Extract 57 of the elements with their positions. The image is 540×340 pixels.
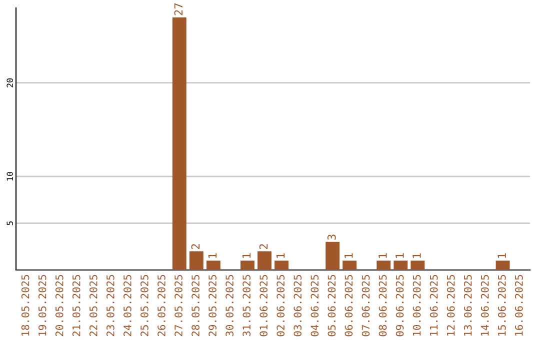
x-tick-label: 01.06.2025 xyxy=(260,275,268,336)
bar xyxy=(496,260,510,270)
x-tick-label: 26.05.2025 xyxy=(158,275,166,336)
x-tick-label: 02.06.2025 xyxy=(276,275,285,336)
x-tick-label: 14.06.2025 xyxy=(480,275,489,336)
x-tick-label: 12.06.2025 xyxy=(446,275,455,336)
y-tick-label: 10 xyxy=(6,172,13,180)
data-label: 2 xyxy=(191,244,200,250)
x-tick-label: 16.06.2025 xyxy=(514,275,523,336)
x-tick-label: 21.05.2025 xyxy=(72,275,80,336)
bar xyxy=(326,242,340,270)
data-label: 1 xyxy=(208,253,217,258)
bar xyxy=(274,260,288,270)
x-tick-label: 31.05.2025 xyxy=(242,275,251,336)
x-tick-label: 03.06.2025 xyxy=(294,275,302,336)
x-tick-label: 30.05.2025 xyxy=(226,275,234,336)
x-tick-label: 18.05.2025 xyxy=(21,275,30,336)
x-tick-label: 13.06.2025 xyxy=(464,275,472,336)
data-label: 1 xyxy=(378,253,387,258)
x-tick-label: 28.05.2025 xyxy=(192,275,200,336)
data-label: 1 xyxy=(344,253,353,258)
bar xyxy=(376,260,391,270)
x-tick-label: 24.05.2025 xyxy=(124,275,132,336)
bar xyxy=(240,260,254,270)
x-tick-label: 25.05.2025 xyxy=(140,275,148,336)
x-tick-label: 05.06.2025 xyxy=(328,275,336,336)
bar xyxy=(189,251,204,270)
data-label: 1 xyxy=(498,253,506,258)
x-tick-label: 04.06.2025 xyxy=(310,275,319,336)
bar xyxy=(172,17,186,270)
y-tick-label: 5 xyxy=(6,221,13,226)
bar xyxy=(394,260,408,270)
data-label: 27 xyxy=(174,3,182,16)
x-tick-label: 19.05.2025 xyxy=(38,275,46,336)
data-label: 1 xyxy=(412,253,421,258)
data-label: 1 xyxy=(396,253,404,258)
x-tick-label: 07.06.2025 xyxy=(362,275,370,336)
x-tick-label: 22.05.2025 xyxy=(89,275,98,336)
data-label: 3 xyxy=(327,234,336,240)
bar xyxy=(206,260,220,270)
x-tick-label: 08.06.2025 xyxy=(378,275,387,336)
bar xyxy=(258,251,272,270)
data-label: 1 xyxy=(276,253,285,258)
x-tick-label: 23.05.2025 xyxy=(106,275,114,336)
x-tick-label: 06.06.2025 xyxy=(344,275,353,336)
x-tick-label: 09.06.2025 xyxy=(396,275,404,336)
x-tick-label: 11.06.2025 xyxy=(430,275,438,336)
x-tick-label: 27.05.2025 xyxy=(174,275,182,336)
x-tick-label: 15.06.2025 xyxy=(498,275,506,336)
bar xyxy=(410,260,425,270)
bar xyxy=(342,260,357,270)
x-tick-label: 20.05.2025 xyxy=(55,275,64,336)
y-tick-label: 20 xyxy=(6,78,13,88)
x-tick-label: 29.05.2025 xyxy=(208,275,216,336)
data-label: 1 xyxy=(242,253,251,258)
x-tick-label: 10.06.2025 xyxy=(412,275,421,336)
data-label: 2 xyxy=(259,244,268,250)
